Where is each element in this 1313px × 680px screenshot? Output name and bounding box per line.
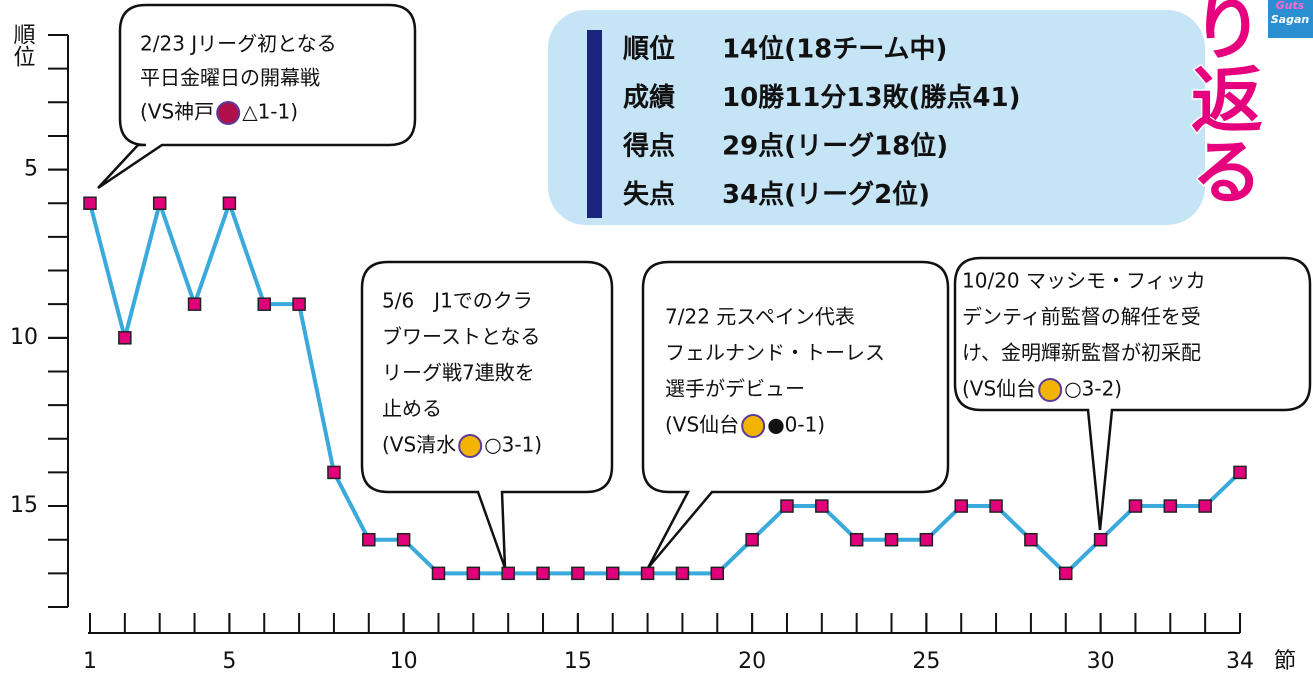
- callout-result: △1-1): [242, 100, 298, 124]
- series-line: [88, 196, 1242, 577]
- point: [257, 297, 271, 311]
- logo-text: Guts: [1276, 0, 1305, 12]
- point: [501, 566, 515, 581]
- point: [362, 532, 376, 547]
- point: [1093, 532, 1108, 547]
- logo-box: [1268, 0, 1313, 38]
- callout-result: ○3-2): [1064, 377, 1122, 401]
- summary-value: 34点(リーグ2位): [722, 179, 930, 210]
- point: [884, 532, 899, 547]
- point: [640, 566, 655, 581]
- point: [919, 532, 934, 547]
- point: [605, 566, 620, 581]
- callout-text: ブワーストとなる: [382, 325, 540, 349]
- callout-result: ●0-1): [767, 413, 825, 437]
- x-tick-label: 5: [222, 649, 236, 674]
- point: [1128, 499, 1143, 513]
- x-tick-label: 10: [390, 649, 418, 674]
- team-emblem: [216, 101, 241, 125]
- x-tick-label: 15: [564, 649, 592, 674]
- point: [466, 566, 481, 581]
- callout-text: 平日金曜日の開幕戦: [140, 66, 320, 90]
- summary-label: 順位: [623, 34, 675, 65]
- point: [710, 566, 725, 581]
- callout-text: 7/22 元スペイン代表: [665, 305, 855, 329]
- point: [222, 196, 237, 210]
- point: [849, 532, 864, 547]
- callout: [360, 260, 614, 569]
- summary-value: 14位(18チーム中): [722, 34, 947, 65]
- callout-team: (VS清水: [382, 433, 456, 457]
- callout-text: け、金明輝新監督が初采配: [962, 341, 1201, 365]
- callout-text: フェルナンド・トーレス: [665, 341, 885, 365]
- summary-bar: [587, 30, 602, 218]
- logo-text: Sagan: [1271, 13, 1310, 26]
- callout-text: 10/20 マッシモ・フィッカ: [962, 269, 1206, 293]
- callout-text: 選手がデビュー: [665, 377, 805, 401]
- heading: り返る: [1178, 0, 1262, 206]
- y-label: 順位: [10, 23, 36, 67]
- point: [954, 499, 968, 513]
- summary-label: 成績: [623, 83, 675, 113]
- summary-value: 10勝11分13敗(勝点41): [722, 82, 1021, 113]
- summary-label: 得点: [622, 131, 675, 162]
- callout-team: (VS神戸: [140, 100, 214, 124]
- point: [431, 566, 446, 581]
- x-tick-label: 34: [1226, 649, 1254, 674]
- team-emblem: [741, 414, 766, 438]
- callout-text: 止める: [382, 397, 442, 421]
- y-tick-label: 10: [10, 325, 38, 350]
- point: [815, 499, 829, 513]
- callout-text: 2/23 Jリーグ初となる: [140, 32, 337, 56]
- point: [1233, 465, 1247, 480]
- point: [187, 297, 202, 311]
- point: [745, 532, 759, 547]
- callout-text: 5/6 J1でのクラ: [382, 289, 533, 313]
- callout-text: リーグ戦7連敗を: [382, 361, 535, 385]
- summary-box: [548, 10, 1205, 225]
- callout-team: (VS仙台: [962, 377, 1036, 401]
- x-tick-label: 20: [738, 649, 766, 674]
- point: [780, 499, 794, 513]
- point: [1059, 566, 1073, 581]
- point: [118, 331, 132, 345]
- callout: [97, 3, 417, 190]
- summary-label: 失点: [623, 179, 675, 210]
- x-tick-label: 25: [912, 649, 940, 674]
- callout-team: (VS仙台: [665, 413, 739, 437]
- point: [152, 196, 167, 210]
- callout-text: デンティ前監督の解任を受: [962, 305, 1201, 329]
- point: [327, 465, 341, 480]
- team-emblem: [458, 434, 483, 458]
- callout: [953, 256, 1312, 531]
- team-emblem: [1038, 378, 1063, 402]
- x-label: 節: [1274, 649, 1296, 674]
- callout: [641, 260, 950, 569]
- point: [1024, 532, 1038, 547]
- point: [83, 196, 97, 210]
- x-tick-label: 1: [83, 649, 97, 674]
- point: [396, 532, 411, 547]
- point: [1163, 499, 1178, 513]
- point: [536, 566, 550, 581]
- point: [989, 499, 1003, 513]
- x-tick-label: 30: [1087, 649, 1115, 674]
- summary-value: 29点(リーグ18位): [722, 131, 948, 162]
- point: [571, 566, 585, 581]
- point: [675, 566, 690, 581]
- point: [1198, 499, 1212, 513]
- point: [292, 297, 306, 311]
- y-tick-label: 5: [24, 157, 38, 182]
- callout-result: ○3-1): [484, 433, 542, 457]
- y-tick-label: 15: [10, 493, 38, 518]
